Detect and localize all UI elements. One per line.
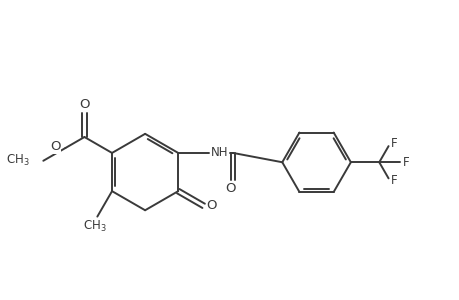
Text: F: F	[390, 174, 397, 187]
Text: NH: NH	[210, 146, 228, 159]
Text: CH$_3$: CH$_3$	[83, 219, 106, 234]
Text: O: O	[206, 199, 216, 212]
Text: O: O	[225, 182, 235, 195]
Text: F: F	[402, 156, 408, 169]
Text: O: O	[79, 98, 90, 111]
Text: CH$_3$: CH$_3$	[6, 153, 29, 168]
Text: O: O	[50, 140, 60, 153]
Text: F: F	[390, 137, 397, 150]
